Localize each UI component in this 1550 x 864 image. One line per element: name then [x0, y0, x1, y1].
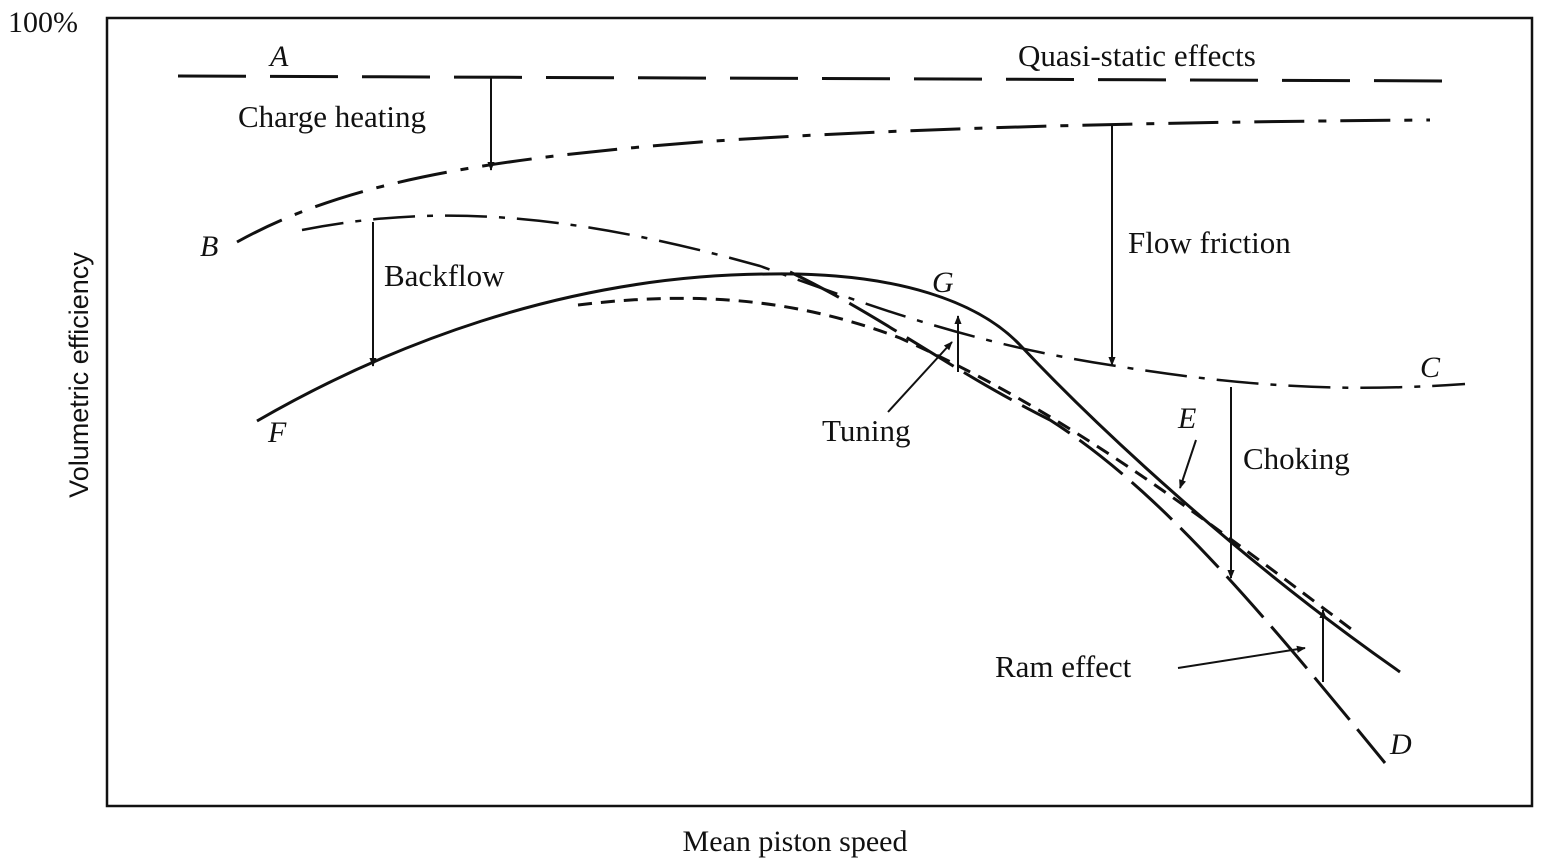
point-label-b: B	[200, 230, 218, 263]
curve-a-quasi-static	[177, 74, 1456, 83]
plot-frame	[105, 16, 1534, 808]
x-axis-label: Mean piston speed	[683, 825, 908, 858]
point-label-a: A	[268, 40, 289, 73]
charge-heating-label: Charge heating	[238, 99, 426, 134]
point-label-e: E	[1177, 402, 1196, 435]
backflow-label: Backflow	[384, 258, 505, 293]
curve-b-charge-heated	[236, 118, 1431, 244]
y-top-tick-label: 100%	[8, 6, 78, 39]
ram-effect-leader	[1177, 645, 1306, 669]
ram-effect-label: Ram effect	[995, 649, 1132, 684]
e-leader	[1179, 439, 1197, 489]
point-label-d: D	[1389, 728, 1412, 761]
point-label-f: F	[267, 416, 287, 449]
curve-d-ram	[789, 270, 1387, 764]
point-label-g: G	[932, 266, 954, 299]
y-axis-label: Volumetric efficiency	[64, 252, 94, 498]
curve-f-actual	[256, 272, 1401, 674]
curve-e-tuned	[577, 296, 1356, 634]
flow-friction-label: Flow friction	[1128, 225, 1291, 260]
tuning-label: Tuning	[822, 413, 910, 448]
choking-label: Choking	[1243, 441, 1350, 476]
quasi-static-label: Quasi-static effects	[1018, 38, 1256, 73]
tuning-leader	[887, 341, 953, 413]
point-label-c: C	[1420, 351, 1441, 384]
